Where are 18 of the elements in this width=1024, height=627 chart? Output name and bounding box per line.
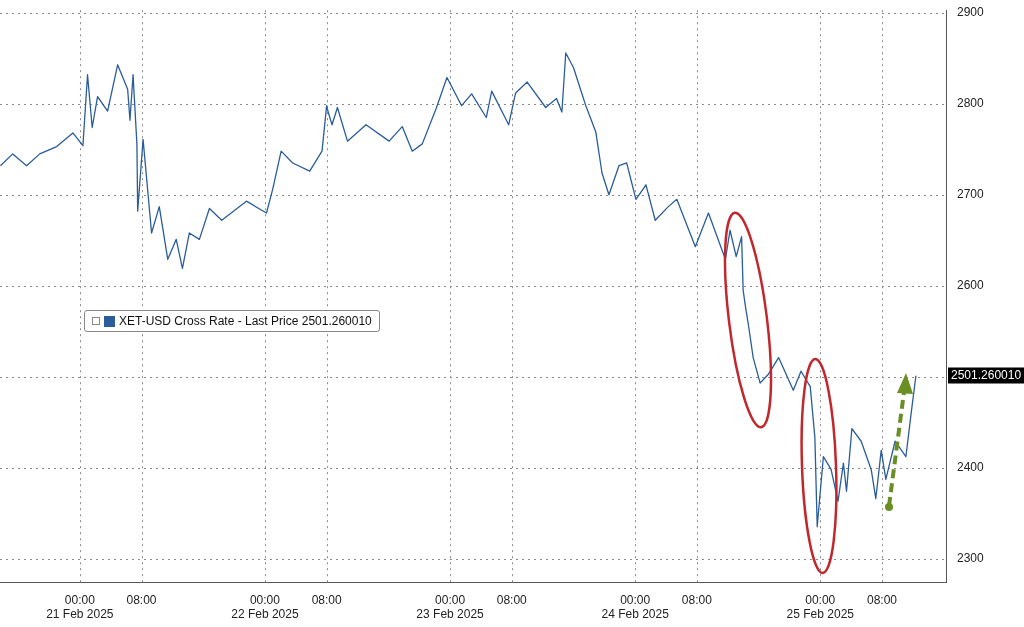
y-tick-label: 2300: [957, 550, 985, 565]
y-tick-label: 2800: [957, 96, 985, 111]
x-tick-label: 00:00 25 Feb 2025: [786, 592, 855, 622]
y-tick-label: 2600: [957, 278, 985, 293]
x-tick-label: 00:00 22 Feb 2025: [231, 592, 299, 622]
x-tick-label: 00:00 23 Feb 2025: [416, 592, 485, 622]
x-tick-label: 08:00: [681, 592, 713, 607]
x-tick-label: 00:00 24 Feb 2025: [601, 592, 670, 622]
x-tick-label: 08:00: [496, 592, 528, 607]
y-tick-label: 2400: [957, 459, 985, 474]
y-tick-label: 2900: [957, 5, 985, 20]
y-tick-label: 2700: [957, 187, 985, 202]
annotation: 2501.260010: [951, 367, 1022, 382]
legend-label: XET-USD Cross Rate - Last Price 2501.260010: [119, 314, 372, 328]
x-tick-label: 08:00: [311, 592, 342, 607]
x-tick-label: 08:00: [866, 592, 898, 607]
x-tick-label: 00:00 21 Feb 2025: [46, 592, 114, 622]
x-tick-label: 08:00: [126, 592, 157, 607]
